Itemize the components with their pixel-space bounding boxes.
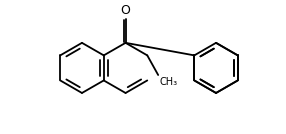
Text: O: O	[121, 4, 130, 17]
Text: CH₃: CH₃	[159, 77, 177, 87]
